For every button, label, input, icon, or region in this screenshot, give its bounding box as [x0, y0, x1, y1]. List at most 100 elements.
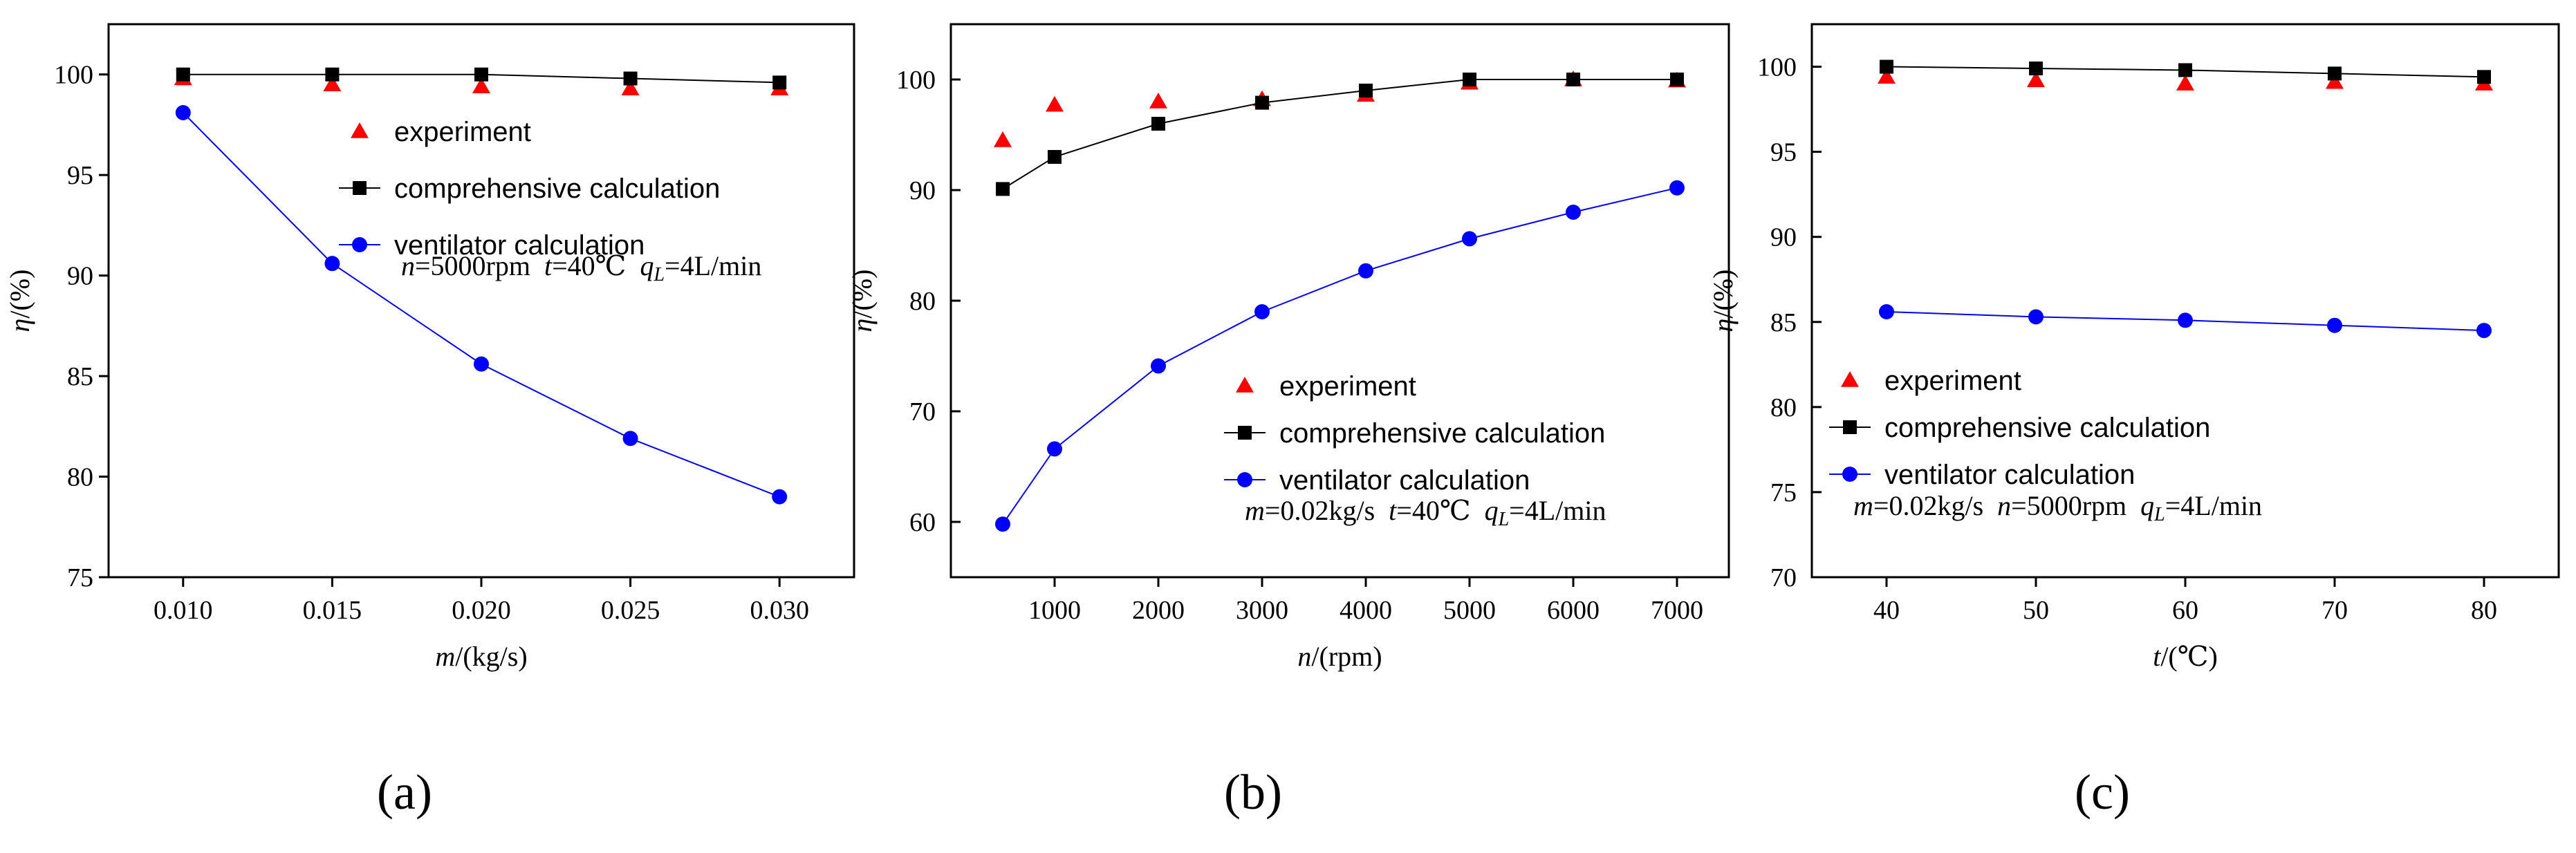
y-axis-label: η/(%) [4, 270, 35, 332]
data-point [2178, 63, 2192, 77]
plot-frame [107, 23, 855, 579]
conditions-text: m=0.02kg/s n=5000rpm qL=4L/min [1853, 490, 2262, 525]
legend-marker-ventilator [1237, 472, 1252, 487]
y-tick-label: 80 [67, 463, 93, 492]
data-point [995, 516, 1010, 532]
panel-label: (a) [377, 765, 432, 820]
y-tick-label: 75 [1770, 478, 1797, 507]
y-tick-label: 80 [909, 287, 936, 316]
data-point [2328, 66, 2342, 81]
legend-label-ventilator: ventilator calculation [1279, 465, 1530, 496]
legend-label-experiment: experiment [1884, 366, 2021, 396]
data-point [1358, 263, 1373, 279]
y-tick-label: 100 [1757, 53, 1797, 82]
x-tick-label: 0.015 [303, 596, 362, 625]
y-tick-label: 70 [1770, 563, 1797, 592]
data-point [1880, 59, 1893, 74]
x-tick-label: 7000 [1651, 596, 1703, 625]
legend-marker-comprehensive [353, 181, 367, 195]
x-tick-label: 6000 [1547, 596, 1600, 625]
x-tick-label: 2000 [1132, 596, 1185, 625]
x-tick-label: 1000 [1028, 596, 1081, 625]
legend-label-experiment: experiment [1279, 371, 1416, 402]
data-point [474, 67, 488, 82]
x-tick-label: 0.025 [601, 596, 660, 625]
y-axis-label: η/(%) [1707, 270, 1739, 332]
x-tick-label: 80 [2471, 596, 2497, 625]
data-point [1047, 441, 1062, 457]
legend-marker-experiment [1841, 371, 1859, 387]
y-tick-label: 90 [67, 262, 93, 291]
y-tick-label: 100 [54, 61, 93, 90]
data-point [994, 131, 1012, 147]
legend: experiment comprehensive calculation venti… [1829, 366, 2210, 490]
data-point [2326, 73, 2344, 89]
y-tick-label: 90 [909, 176, 936, 205]
panel-label: (b) [1224, 765, 1282, 820]
chart-panel-2: 60 70 80 90 100 1000 2000 3000 4000 5000 6000 7000 n… [846, 23, 1730, 820]
conditions-text: m=0.02kg/s t=40℃ qL=4L/min [1245, 495, 1606, 530]
chart-panel-1: 75 80 85 90 95 100 0.010 0.015 0.020 0.025 0.030 m/… [4, 23, 855, 820]
data-point [1255, 95, 1269, 110]
data-point [1566, 73, 1580, 86]
panel-label: (c) [2075, 765, 2130, 820]
data-point [623, 71, 638, 86]
data-point [2028, 309, 2044, 325]
data-point [2029, 62, 2043, 75]
x-axis-label: m/(kg/s) [435, 641, 527, 672]
series-ventilator [175, 105, 788, 505]
legend-marker-comprehensive [1843, 420, 1857, 434]
legend-marker-experiment [1236, 377, 1254, 393]
x-tick-label: 0.030 [750, 596, 809, 625]
legend-marker-experiment [351, 122, 369, 138]
x-tick-label: 40 [1873, 596, 1900, 625]
data-point [772, 489, 788, 505]
data-point [996, 182, 1010, 196]
y-axis-label: η/(%) [846, 270, 878, 332]
data-point [2176, 75, 2194, 91]
legend-marker-ventilator [1842, 467, 1857, 482]
data-point [1151, 117, 1165, 131]
x-tick-label: 5000 [1443, 596, 1496, 625]
data-point [1149, 93, 1167, 109]
data-point [474, 356, 489, 372]
x-tick-label: 50 [2023, 596, 2049, 625]
data-point [2327, 317, 2342, 333]
legend-label-experiment: experiment [394, 117, 531, 147]
y-tick-label: 70 [909, 397, 936, 426]
data-point [323, 75, 342, 92]
series-line [183, 112, 780, 498]
legend-label-comprehensive: comprehensive calculation [1884, 413, 2210, 443]
data-point [2178, 312, 2193, 328]
legend-label-ventilator: ventilator calculation [1884, 460, 2135, 490]
y-tick-label: 85 [67, 362, 93, 391]
data-point [772, 75, 787, 90]
chart-panel-3: 70 75 80 85 90 95 100 40 50 60 70 80 t/(℃) η/(%) exper… [1707, 23, 2560, 820]
series-line [1002, 79, 1677, 190]
y-tick-label: 60 [909, 508, 936, 537]
legend-label-comprehensive: comprehensive calculation [394, 174, 720, 204]
x-tick-label: 0.020 [452, 596, 511, 625]
conditions-text: n=5000rpm t=40℃ qL=4L/min [401, 250, 761, 285]
series-ventilator [1879, 304, 2492, 339]
data-point [1878, 68, 1896, 84]
x-tick-label: 4000 [1340, 596, 1392, 625]
data-point [2477, 70, 2491, 84]
data-point [622, 431, 638, 447]
data-point [621, 79, 640, 95]
data-point [1670, 73, 1684, 86]
data-point [1048, 150, 1062, 164]
data-point [2027, 71, 2045, 87]
x-tick-label: 60 [2172, 596, 2198, 625]
data-point [2476, 323, 2492, 339]
y-tick-label: 85 [1770, 308, 1797, 337]
data-point [1254, 304, 1270, 319]
data-point [1462, 231, 1477, 247]
series-comprehensive [996, 73, 1684, 196]
data-point [1463, 73, 1476, 86]
data-point [324, 256, 340, 272]
data-point [1879, 304, 1894, 319]
data-point [1669, 180, 1685, 196]
legend-marker-comprehensive [1238, 426, 1252, 440]
